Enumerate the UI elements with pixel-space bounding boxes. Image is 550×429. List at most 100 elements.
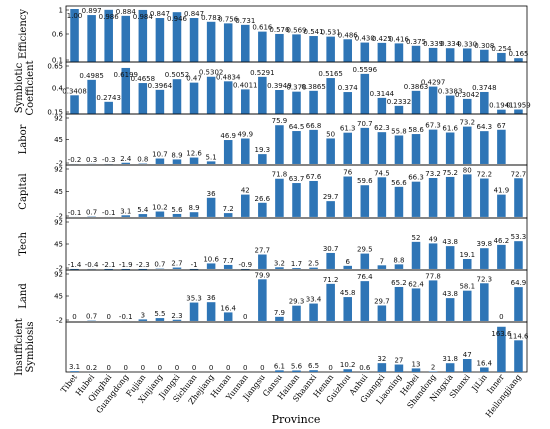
data-label: 0.378: [286, 84, 306, 92]
bar: [70, 95, 79, 114]
bar: [292, 268, 301, 269]
data-label: 5.6: [291, 362, 303, 370]
data-label: 64.5: [289, 123, 305, 131]
bar: [411, 134, 421, 164]
data-label: 0.308: [474, 42, 494, 50]
data-label: 0.334: [440, 40, 461, 48]
data-label: 0.3748: [472, 84, 497, 92]
y-tick-label: 92: [54, 271, 63, 279]
bar: [292, 91, 301, 114]
data-label: 5.1: [206, 153, 217, 161]
data-label: 71.2: [323, 276, 339, 284]
data-label: 0.3949: [267, 82, 292, 90]
bar: [428, 129, 438, 164]
data-label: 10.6: [203, 255, 219, 263]
bar: [223, 213, 233, 217]
bar: [428, 243, 438, 269]
data-label: 29.7: [374, 297, 390, 305]
data-label: 3.1: [120, 207, 131, 215]
bar: [241, 89, 250, 114]
data-label: 12.6: [186, 150, 202, 158]
data-label: 0.8: [137, 156, 148, 164]
bar: [206, 161, 216, 164]
bar: [87, 15, 96, 62]
bar: [155, 318, 165, 321]
bar: [343, 297, 352, 321]
bar: [326, 36, 335, 62]
data-label: 55.8: [391, 127, 407, 135]
bar: [445, 298, 455, 321]
bar: [104, 268, 113, 271]
bar: [172, 319, 182, 321]
bar: [360, 73, 370, 114]
bar: [326, 252, 335, 269]
y-tick-label: -2: [56, 160, 63, 168]
data-label: 26.6: [255, 195, 271, 203]
y-tick-label: 0.15: [47, 109, 63, 117]
bar: [309, 180, 318, 217]
bar: [514, 58, 523, 62]
bar: [121, 15, 131, 62]
bar: [155, 158, 165, 164]
bar: [121, 162, 131, 164]
data-label: 0: [72, 313, 76, 321]
chart-panels: Efficiency 10.60.11.000.8970.9860.8840.98…: [14, 5, 531, 376]
bar: [360, 127, 370, 164]
data-label: 0.731: [235, 17, 255, 25]
data-label: 0.5052: [165, 71, 190, 79]
bar: [377, 305, 387, 321]
y-axis-label: Land: [18, 283, 29, 309]
bar: [360, 281, 370, 321]
data-label: 64.9: [511, 279, 527, 287]
data-label: 163.6: [491, 330, 512, 338]
panel-6: Land 92 45 -2 0 0.7 0 -0.1 3 5.5 2.3 35.3 36 16.4 0 79.…: [18, 269, 528, 325]
data-label: 0.4011: [233, 81, 258, 89]
bar: [223, 23, 233, 62]
data-label: 0.984: [133, 13, 154, 21]
data-label: 0: [141, 364, 145, 372]
data-label: 0.541: [304, 28, 324, 36]
bar: [360, 253, 370, 269]
bar: [462, 359, 472, 372]
data-label: 0.486: [338, 31, 359, 39]
data-label: 0.4658: [131, 75, 156, 83]
bar: [70, 371, 79, 372]
bar: [394, 186, 404, 217]
data-label: 6: [345, 258, 350, 266]
y-axis-label: Efficiency: [18, 9, 29, 59]
data-label: 35.3: [186, 295, 202, 303]
data-label: -1.9: [119, 261, 133, 269]
data-label: 1.00: [67, 12, 83, 20]
data-label: 80: [463, 166, 472, 174]
data-label: 0: [158, 364, 162, 372]
bar: [411, 288, 421, 321]
data-label: 3: [141, 311, 145, 319]
data-label: 29.3: [289, 298, 305, 306]
data-label: 0.375: [406, 38, 426, 46]
data-label: 2.3: [171, 312, 182, 320]
y-axis-label: InsufficientSymbiosis: [14, 318, 36, 375]
data-label: 0.1959: [506, 102, 531, 110]
bar: [292, 370, 301, 372]
data-label: 75.2: [442, 169, 458, 177]
bar: [514, 109, 523, 114]
bar: [326, 201, 335, 217]
bar: [377, 132, 387, 164]
bar: [411, 181, 421, 217]
data-label: 29.5: [357, 246, 373, 254]
data-label: 2.7: [171, 260, 182, 268]
bar: [497, 326, 506, 372]
bar: [104, 101, 113, 114]
data-label: 73.2: [425, 170, 441, 178]
bar: [275, 125, 284, 164]
data-label: 5.6: [171, 206, 183, 214]
bar: [275, 370, 284, 372]
data-label: 66.8: [306, 122, 322, 130]
data-label: 63.7: [289, 175, 305, 183]
data-label: 42: [241, 187, 250, 195]
bar: [309, 36, 318, 62]
bar: [223, 81, 233, 114]
data-label: 16.4: [477, 359, 493, 367]
bar: [206, 21, 216, 62]
data-label: 49: [429, 235, 438, 243]
